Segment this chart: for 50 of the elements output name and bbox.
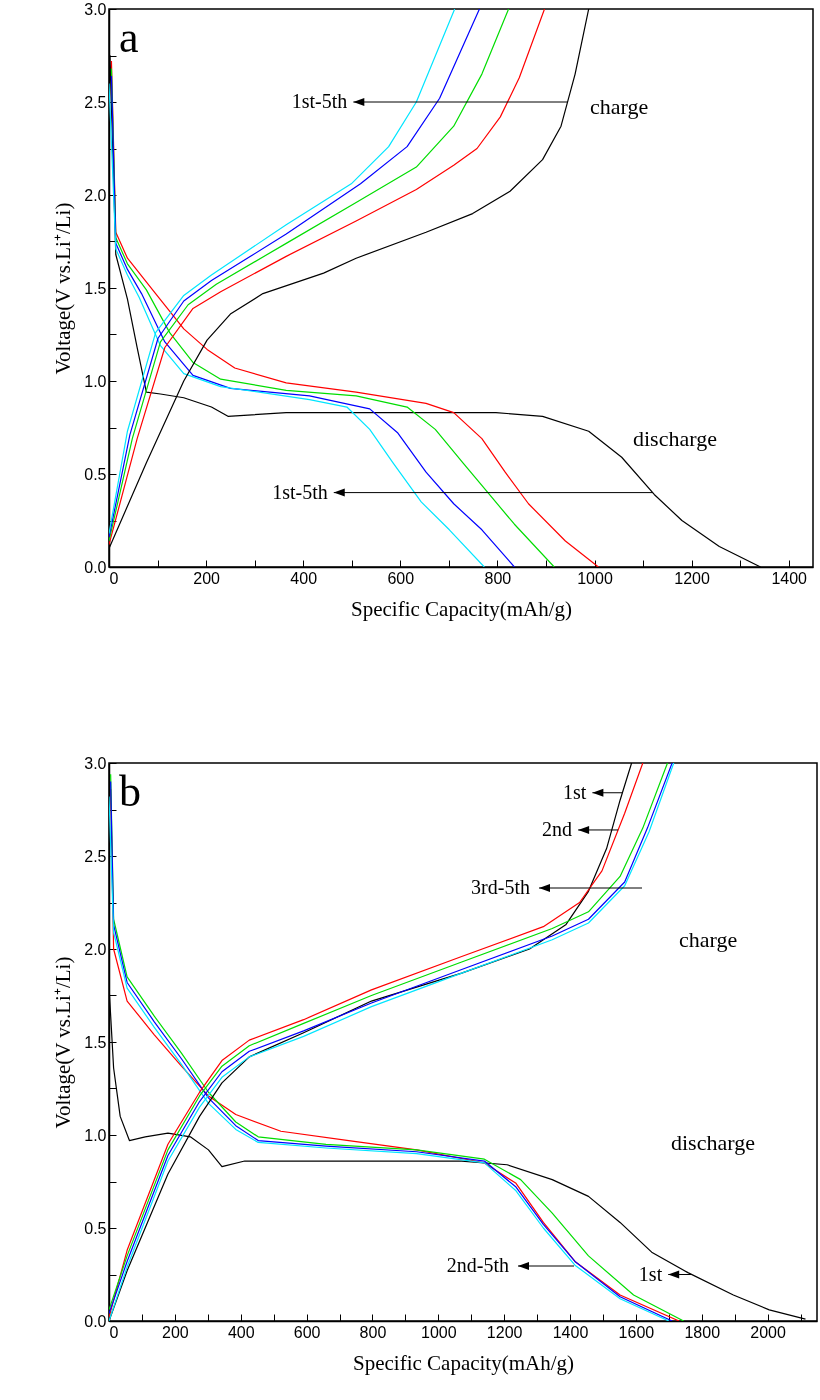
annotation: 1st <box>563 780 587 803</box>
y-tick-label: 1.5 <box>84 1033 107 1051</box>
y-tick-label: 2.0 <box>84 940 107 958</box>
x-tick-label: 2000 <box>750 1323 786 1341</box>
annotation: 1st <box>638 1262 663 1285</box>
y-tick-label: 2.5 <box>84 93 107 111</box>
x-tick-label: 200 <box>162 1323 189 1341</box>
x-tick-label: 1400 <box>552 1323 589 1341</box>
y-tick-label: 2.5 <box>84 847 107 865</box>
x-tick-label: 1200 <box>486 1323 523 1341</box>
y-tick-label: 0.0 <box>84 558 107 576</box>
x-tick-label: 800 <box>484 569 512 587</box>
annotation: 1st-5th <box>272 480 328 503</box>
annotation: a <box>119 13 139 62</box>
y-tick-label: 0.5 <box>84 1219 107 1237</box>
annotation: discharge <box>671 1130 755 1155</box>
x-tick-label: 1000 <box>421 1323 457 1341</box>
x-tick-label: 1000 <box>577 569 613 587</box>
y-tick-label: 2.0 <box>84 186 107 204</box>
annotation: 1st-5th <box>291 90 348 112</box>
x-tick-label: 1200 <box>674 569 711 587</box>
x-tick-label: 1400 <box>771 569 808 587</box>
y-tick-label: 3.0 <box>84 754 107 772</box>
x-tick-label: 1600 <box>618 1323 655 1341</box>
annotation: 2nd-5th <box>446 1254 509 1276</box>
annotation: charge <box>590 94 649 119</box>
annotation: 2nd <box>542 817 573 840</box>
x-tick-label: 600 <box>293 1323 321 1341</box>
x-tick-label: 1800 <box>684 1323 721 1341</box>
x-tick-label: 0 <box>109 1323 119 1341</box>
x-tick-label: 0 <box>109 569 119 587</box>
y-tick-label: 1.0 <box>84 1126 107 1144</box>
y-tick-label: 1.0 <box>84 372 107 390</box>
x-axis-title: Specific Capacity(mAh/g) <box>350 596 573 621</box>
x-tick-label: 200 <box>193 569 221 587</box>
x-axis-title: Specific Capacity(mAh/g) <box>352 1350 575 1375</box>
y-tick-label: 0.5 <box>84 465 107 483</box>
x-tick-label: 600 <box>387 569 415 587</box>
x-tick-label: 400 <box>227 1323 255 1341</box>
y-axis-title: Voltage(V vs.Li⁺/Li) <box>51 956 76 1129</box>
y-axis-title: Voltage(V vs.Li⁺/Li) <box>51 202 76 375</box>
x-tick-label: 800 <box>359 1323 387 1341</box>
annotation: charge <box>679 927 738 952</box>
x-tick-label: 400 <box>290 569 318 587</box>
y-tick-label: 3.0 <box>84 0 107 18</box>
y-tick-label: 0.0 <box>84 1312 107 1330</box>
y-tick-label: 1.5 <box>84 279 107 297</box>
annotation: b <box>119 767 141 816</box>
annotation: 3rd-5th <box>471 876 530 898</box>
annotation: discharge <box>633 426 717 451</box>
